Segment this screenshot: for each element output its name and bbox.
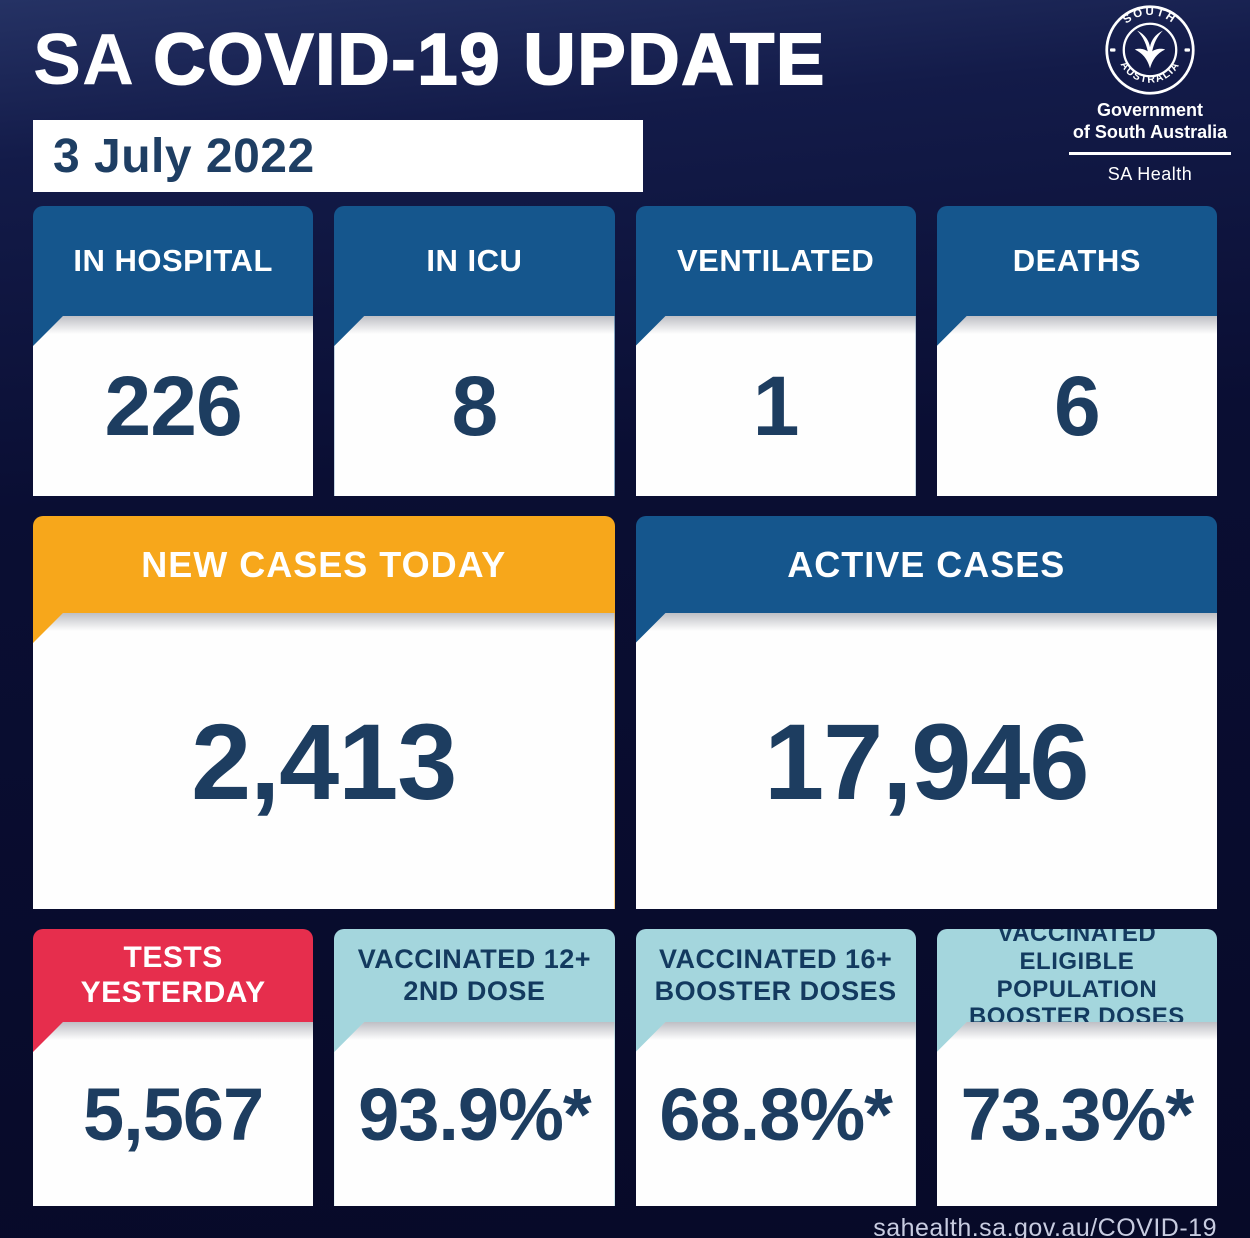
card-vaccinated-12-2nd-dose: VACCINATED 12+ 2ND DOSE 93.9%* (334, 929, 615, 1206)
card-header: DEATHS (937, 206, 1217, 316)
card-vaccinated-eligible-booster: VACCINATED ELIGIBLE POPULATION BOOSTER D… (936, 929, 1217, 1206)
piping-shrike-bird-icon (1134, 30, 1166, 69)
card-label: IN HOSPITAL (73, 243, 273, 279)
footer-url: sahealth.sa.gov.au/COVID-19 (873, 1214, 1217, 1238)
label-line: VACCINATED (997, 929, 1157, 947)
card-label: IN ICU (426, 243, 523, 279)
card-body: 1 (635, 316, 916, 496)
label-line: VACCINATED 12+ (357, 944, 592, 975)
card-label: TESTS YESTERDAY (81, 941, 266, 1011)
card-value: 68.8%* (659, 1072, 893, 1156)
card-value: 5,567 (83, 1072, 264, 1156)
card-body: 6 (936, 316, 1217, 496)
hospital-stats-row: IN HOSPITAL 226 IN ICU 8 VENTILATED 1 (33, 206, 1217, 496)
card-body: 17,946 (635, 613, 1217, 909)
title-prefix: SA (33, 20, 133, 100)
card-value: 226 (104, 358, 243, 453)
label-line: YESTERDAY (80, 975, 266, 1009)
logo-divider (1069, 151, 1231, 155)
card-value: 73.3%* (960, 1072, 1195, 1156)
stat-card-in-icu: IN ICU 8 (334, 206, 615, 496)
card-body: 68.8%* (635, 1022, 916, 1206)
card-value: 93.9%* (358, 1072, 592, 1156)
label-line: BOOSTER DOSES (654, 975, 897, 1006)
footer: sahealth.sa.gov.au/COVID-19 (33, 1214, 1217, 1238)
card-header: ACTIVE CASES (636, 516, 1218, 613)
card-label: VACCINATED ELIGIBLE POPULATION BOOSTER D… (937, 929, 1217, 1031)
card-value: 8 (451, 358, 499, 453)
card-header: VENTILATED (636, 206, 916, 316)
card-label: DEATHS (1012, 243, 1141, 279)
card-body: 93.9%* (334, 1022, 615, 1206)
card-tests-yesterday: TESTS YESTERDAY 5,567 (33, 929, 314, 1206)
label-line: ELIGIBLE POPULATION (996, 947, 1158, 1003)
card-label: VACCINATED 12+ 2ND DOSE (358, 944, 591, 1007)
card-value: 17,946 (764, 700, 1089, 822)
label-line: 2ND DOSE (403, 975, 546, 1006)
card-header: IN HOSPITAL (33, 206, 313, 316)
card-new-cases-today: NEW CASES TODAY 2,413 (33, 516, 615, 909)
stat-card-deaths: DEATHS 6 (936, 206, 1217, 496)
card-value: 2,413 (191, 700, 457, 822)
card-value: 1 (752, 358, 800, 453)
card-active-cases: ACTIVE CASES 17,946 (635, 516, 1218, 909)
card-body: 8 (334, 316, 615, 496)
gov-name-line1: Government (1096, 100, 1204, 120)
card-header: VACCINATED 16+ BOOSTER DOSES (636, 929, 916, 1022)
card-body: 2,413 (33, 613, 615, 909)
stat-card-in-hospital: IN HOSPITAL 226 (33, 206, 314, 496)
stat-card-ventilated: VENTILATED 1 (635, 206, 916, 496)
gov-name-line2: of South Australia (1072, 121, 1228, 142)
card-header: TESTS YESTERDAY (33, 929, 313, 1022)
label-line: TESTS (123, 940, 223, 974)
tests-vaccination-row: TESTS YESTERDAY 5,567 VACCINATED 12+ 2ND… (33, 929, 1217, 1206)
gov-name: Government of South Australia (1069, 100, 1231, 144)
card-header: VACCINATED 12+ 2ND DOSE (334, 929, 614, 1022)
card-vaccinated-16-booster: VACCINATED 16+ BOOSTER DOSES 68.8%* (635, 929, 916, 1206)
piping-shrike-seal-icon: SOUTH AUSTRALIA (1105, 5, 1195, 95)
card-body: 73.3%* (936, 1022, 1217, 1206)
label-line: VACCINATED 16+ (658, 944, 893, 975)
card-header: IN ICU (334, 206, 614, 316)
date-box: 3 July 2022 (33, 120, 643, 192)
card-value: 6 (1054, 358, 1101, 453)
sa-gov-logo: SOUTH AUSTRALIA Government of South Aust… (1069, 4, 1231, 185)
cases-row: NEW CASES TODAY 2,413 ACTIVE CASES 17,94… (33, 516, 1217, 909)
card-label: NEW CASES TODAY (141, 543, 507, 585)
card-body: 226 (33, 316, 314, 496)
card-body: 5,567 (33, 1022, 314, 1206)
title-main: COVID-19 UPDATE (152, 20, 827, 100)
card-header: VACCINATED ELIGIBLE POPULATION BOOSTER D… (937, 929, 1217, 1030)
card-label: VENTILATED (676, 243, 875, 279)
card-header: NEW CASES TODAY (33, 516, 615, 613)
page-title: SA COVID-19 UPDATE (33, 23, 1217, 97)
header-section: SA COVID-19 UPDATE 3 July 2022 SOUTH AUS… (33, 0, 1231, 192)
logo-dept: SA Health (1107, 163, 1193, 184)
card-label: ACTIVE CASES (787, 543, 1066, 585)
card-label: VACCINATED 16+ BOOSTER DOSES (655, 944, 897, 1007)
date-text: 3 July 2022 (53, 129, 315, 183)
